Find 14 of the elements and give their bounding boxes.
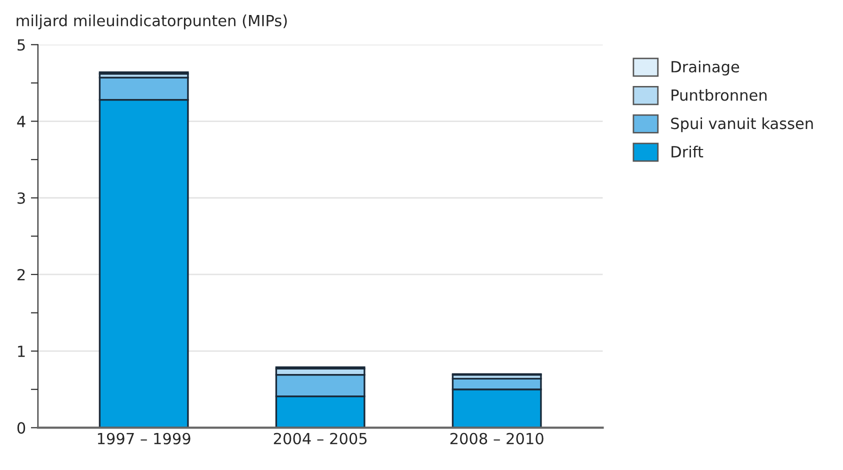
x-tick-label: 2004 – 2005 — [274, 432, 367, 444]
y-tick-label: 0 — [17, 422, 26, 434]
y-tick-label: 1 — [18, 346, 25, 357]
legend-label: Drainage — [672, 60, 740, 76]
y-tick-label: 5 — [18, 39, 25, 51]
y-tick-label: 2 — [18, 268, 25, 280]
legend-label: Drift — [672, 146, 704, 158]
legend-label: Spui vanuit kassen — [671, 117, 813, 132]
x-tick-label: 1997 – 1999 — [98, 432, 190, 444]
x-tick-label: 2008 – 2010 — [450, 432, 544, 444]
legend-label: Puntbronnen — [672, 89, 767, 101]
y-tick-label: 4 — [17, 116, 26, 128]
y-axis-title: miljard mileuindicatorpunten (MIPs) — [16, 14, 287, 30]
y-tick-label: 3 — [18, 192, 25, 204]
